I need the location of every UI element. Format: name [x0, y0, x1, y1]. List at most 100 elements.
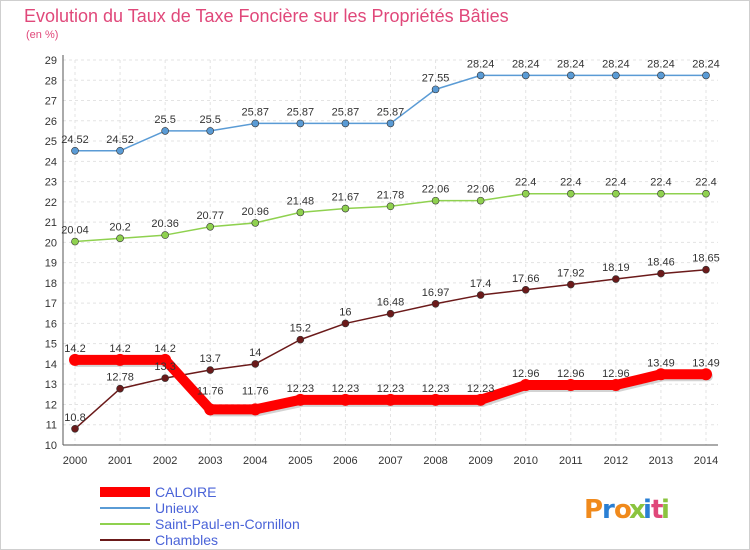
- data-point: [612, 189, 620, 198]
- data-point: [294, 393, 307, 406]
- y-tick-label: 16: [45, 318, 57, 330]
- data-point: [657, 189, 665, 198]
- chart-subtitle: (en %): [26, 29, 59, 41]
- legend-label: CALOIRE: [155, 484, 216, 500]
- data-point: [702, 71, 710, 80]
- data-label: 28.24: [602, 58, 630, 70]
- x-tick-label: 2011: [559, 455, 583, 467]
- data-label: 12.23: [332, 383, 360, 395]
- data-point: [431, 85, 440, 94]
- legend-label: Unieux: [155, 500, 199, 516]
- y-tick-label: 18: [45, 278, 57, 290]
- y-tick-label: 13: [45, 379, 57, 391]
- data-point: [521, 71, 530, 80]
- data-point: [341, 204, 350, 213]
- data-label: 25.5: [200, 114, 221, 126]
- data-label: 28.24: [647, 58, 675, 70]
- data-label: 20.2: [109, 221, 130, 233]
- data-label: 18.65: [692, 253, 720, 265]
- x-tick-label: 2014: [694, 455, 718, 467]
- data-point: [612, 71, 620, 80]
- y-tick-label: 27: [45, 96, 57, 108]
- data-point: [700, 368, 712, 381]
- data-label: 12.96: [557, 368, 585, 380]
- y-tick-label: 10: [45, 440, 57, 452]
- data-point: [341, 319, 350, 328]
- data-point: [609, 379, 622, 392]
- data-point: [431, 299, 440, 308]
- data-label: 28.24: [512, 58, 540, 70]
- data-point: [296, 335, 305, 344]
- y-tick-label: 29: [45, 55, 57, 67]
- data-point: [386, 309, 395, 318]
- data-label: 16.97: [422, 287, 450, 299]
- legend-label: Chambles: [155, 532, 218, 548]
- data-label: 20.77: [196, 210, 224, 222]
- data-point: [612, 275, 620, 283]
- brand-letter: o: [614, 495, 632, 525]
- y-tick-label: 20: [45, 237, 57, 249]
- data-label: 11.76: [197, 385, 224, 397]
- y-tick-label: 25: [45, 136, 57, 148]
- data-point: [339, 393, 352, 406]
- data-point: [116, 234, 124, 243]
- data-label: 16.48: [377, 297, 405, 309]
- data-label: 28.24: [692, 58, 720, 70]
- legend: CALOIREUnieuxSaint-Paul-en-CornillonCham…: [100, 484, 300, 548]
- data-point: [521, 285, 530, 294]
- data-point: [71, 146, 79, 155]
- data-point: [654, 368, 667, 381]
- data-point: [161, 374, 169, 382]
- data-point: [566, 189, 575, 198]
- data-label: 28.24: [467, 58, 495, 70]
- data-label: 13.3: [154, 361, 175, 373]
- x-tick-label: 2007: [378, 455, 402, 467]
- data-point: [71, 424, 79, 433]
- brand-letter: P: [584, 495, 603, 525]
- y-tick-label: 23: [45, 177, 57, 189]
- data-label: 20.04: [61, 225, 89, 237]
- data-label: 22.4: [515, 177, 536, 189]
- data-point: [206, 366, 215, 374]
- data-label: 16: [339, 306, 351, 318]
- data-label: 11.76: [242, 385, 269, 397]
- data-label: 20.96: [242, 206, 270, 218]
- y-tick-label: 11: [46, 420, 57, 432]
- data-label: 22.4: [605, 177, 626, 189]
- data-point: [657, 71, 665, 80]
- data-point: [386, 202, 395, 211]
- data-label: 22.4: [650, 177, 671, 189]
- data-point: [116, 384, 124, 393]
- data-point: [702, 189, 710, 198]
- data-point: [386, 119, 395, 128]
- data-point: [476, 196, 485, 205]
- data-label: 17.66: [512, 273, 540, 285]
- data-point: [476, 71, 485, 80]
- x-tick-label: 2010: [513, 455, 537, 467]
- data-point: [341, 119, 350, 128]
- data-label: 12.78: [106, 372, 134, 384]
- data-point: [159, 353, 172, 366]
- x-tick-label: 2002: [153, 455, 177, 467]
- y-tick-label: 19: [45, 258, 57, 270]
- data-label: 14: [249, 347, 261, 359]
- data-point: [657, 269, 665, 278]
- data-label: 25.87: [377, 106, 405, 118]
- data-point: [116, 146, 124, 155]
- x-tick-label: 2005: [288, 455, 312, 467]
- data-point: [206, 127, 215, 135]
- y-tick-label: 26: [45, 116, 57, 128]
- proxiti-logo: Pr oxi ti: [584, 495, 670, 525]
- data-label: 14.2: [64, 343, 85, 355]
- y-tick-label: 22: [45, 197, 57, 209]
- data-label: 25.87: [242, 106, 270, 118]
- data-label: 15.2: [290, 323, 311, 335]
- data-label: 28.24: [557, 58, 585, 70]
- data-label: 20.36: [151, 218, 179, 230]
- data-point: [519, 379, 532, 392]
- x-tick-label: 2008: [423, 455, 447, 467]
- data-point: [206, 222, 215, 231]
- data-label: 13.7: [200, 353, 221, 365]
